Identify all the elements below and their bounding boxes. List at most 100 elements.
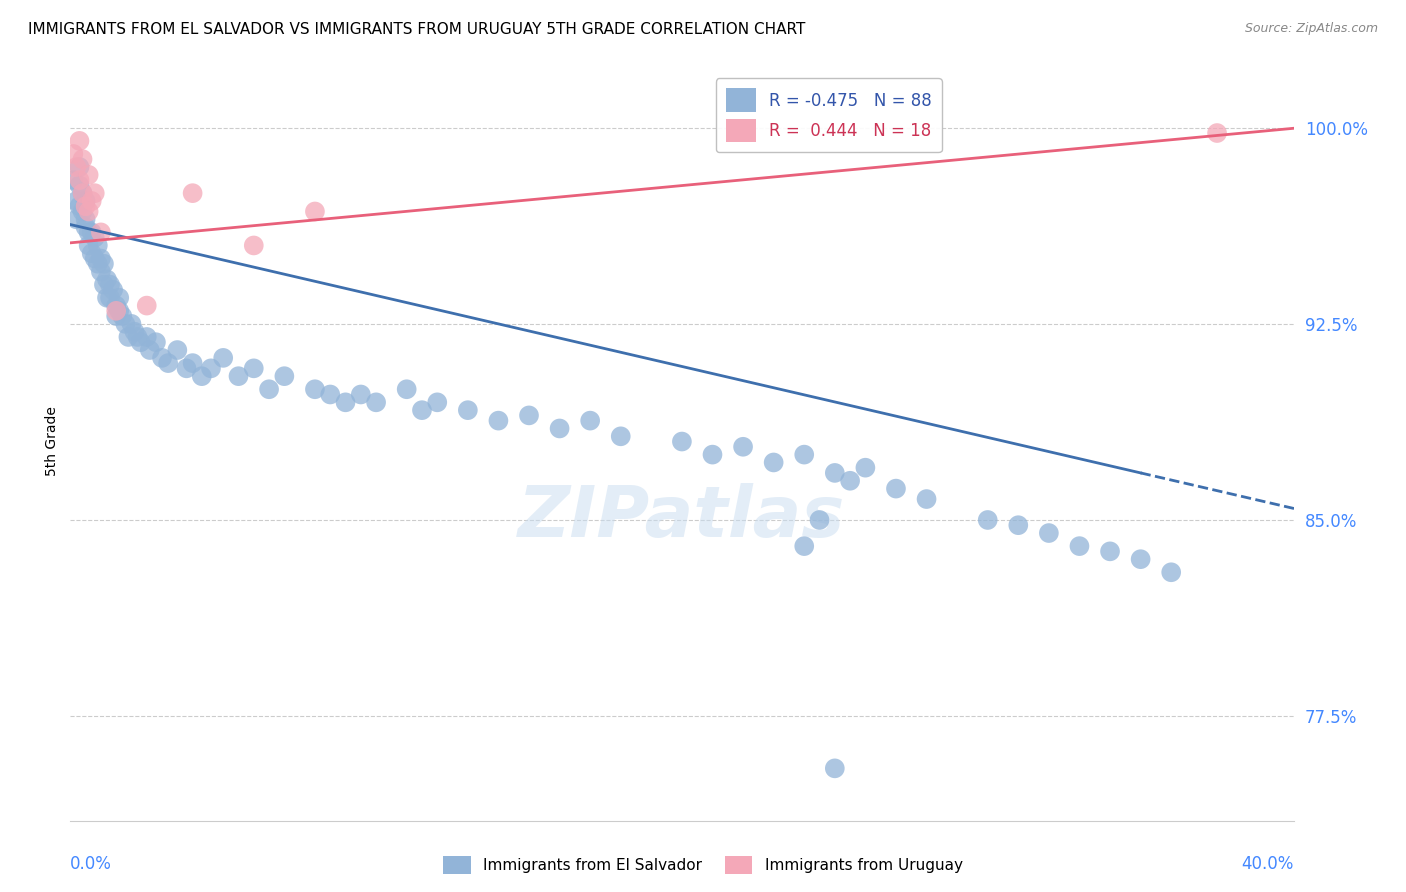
Point: [87, 238, 110, 252]
Point: [98, 291, 121, 305]
Point: [145, 335, 167, 350]
Point: [150, 351, 173, 365]
Point: [1129, 552, 1152, 566]
Text: 40.0%: 40.0%: [1241, 855, 1294, 873]
Point: [181, 186, 204, 201]
Point: [200, 361, 222, 376]
Point: [824, 761, 846, 775]
Point: [129, 335, 152, 350]
Point: [65, 212, 87, 227]
Point: [839, 474, 862, 488]
Point: [80, 246, 103, 260]
Point: [96, 291, 118, 305]
Point: [62, 173, 84, 187]
Point: [69, 173, 91, 187]
Point: [72, 152, 94, 166]
Point: [610, 429, 633, 443]
Text: ZIPatlas: ZIPatlas: [519, 483, 845, 552]
Point: [884, 482, 907, 496]
Point: [671, 434, 693, 449]
Point: [212, 351, 235, 365]
Point: [69, 134, 91, 148]
Point: [117, 330, 139, 344]
Point: [77, 226, 100, 240]
Point: [915, 491, 938, 506]
Point: [395, 382, 418, 396]
Point: [77, 238, 100, 252]
Point: [976, 513, 998, 527]
Point: [304, 204, 326, 219]
Point: [90, 226, 112, 240]
Point: [793, 448, 815, 462]
Point: [702, 448, 724, 462]
Point: [72, 204, 94, 219]
Point: [1160, 566, 1182, 580]
Point: [96, 272, 118, 286]
Point: [72, 186, 94, 201]
Point: [105, 303, 128, 318]
Point: [75, 220, 97, 235]
Point: [127, 330, 149, 344]
Point: [824, 466, 846, 480]
Point: [176, 361, 198, 376]
Point: [98, 277, 121, 292]
Text: 0.0%: 0.0%: [70, 855, 112, 873]
Y-axis label: 5th Grade: 5th Grade: [45, 407, 59, 476]
Point: [83, 230, 105, 244]
Point: [108, 291, 131, 305]
Point: [426, 395, 449, 409]
Point: [77, 168, 100, 182]
Point: [157, 356, 180, 370]
Point: [191, 369, 214, 384]
Legend: Immigrants from El Salvador, Immigrants from Uruguay: Immigrants from El Salvador, Immigrants …: [437, 850, 969, 880]
Point: [83, 252, 105, 266]
Point: [855, 460, 877, 475]
Point: [319, 387, 342, 401]
Point: [75, 212, 97, 227]
Point: [548, 421, 571, 435]
Point: [457, 403, 479, 417]
Point: [1007, 518, 1029, 533]
Point: [65, 160, 87, 174]
Point: [69, 160, 91, 174]
Point: [517, 409, 540, 423]
Point: [80, 226, 103, 240]
Point: [135, 299, 157, 313]
Text: IMMIGRANTS FROM EL SALVADOR VS IMMIGRANTS FROM URUGUAY 5TH GRADE CORRELATION CHA: IMMIGRANTS FROM EL SALVADOR VS IMMIGRANT…: [28, 22, 806, 37]
Point: [366, 395, 388, 409]
Point: [257, 382, 280, 396]
Point: [105, 299, 128, 313]
Point: [488, 414, 510, 428]
Point: [90, 252, 112, 266]
Point: [135, 330, 157, 344]
Point: [762, 455, 785, 469]
Point: [1069, 539, 1091, 553]
Point: [273, 369, 295, 384]
Point: [808, 513, 831, 527]
Point: [304, 382, 326, 396]
Point: [411, 403, 433, 417]
Point: [114, 317, 136, 331]
Point: [579, 414, 602, 428]
Point: [93, 257, 115, 271]
Point: [93, 277, 115, 292]
Point: [77, 204, 100, 219]
Point: [111, 309, 134, 323]
Legend: R = -0.475   N = 88, R =  0.444   N = 18: R = -0.475 N = 88, R = 0.444 N = 18: [716, 78, 942, 153]
Point: [105, 309, 128, 323]
Point: [1038, 526, 1060, 541]
Point: [75, 194, 97, 208]
Point: [108, 303, 131, 318]
Text: Source: ZipAtlas.com: Source: ZipAtlas.com: [1244, 22, 1378, 36]
Point: [181, 356, 204, 370]
Point: [69, 199, 91, 213]
Point: [72, 186, 94, 201]
Point: [83, 186, 105, 201]
Point: [350, 387, 373, 401]
Point: [62, 147, 84, 161]
Point: [335, 395, 357, 409]
Point: [243, 361, 266, 376]
Point: [124, 325, 146, 339]
Point: [139, 343, 162, 357]
Point: [121, 317, 143, 331]
